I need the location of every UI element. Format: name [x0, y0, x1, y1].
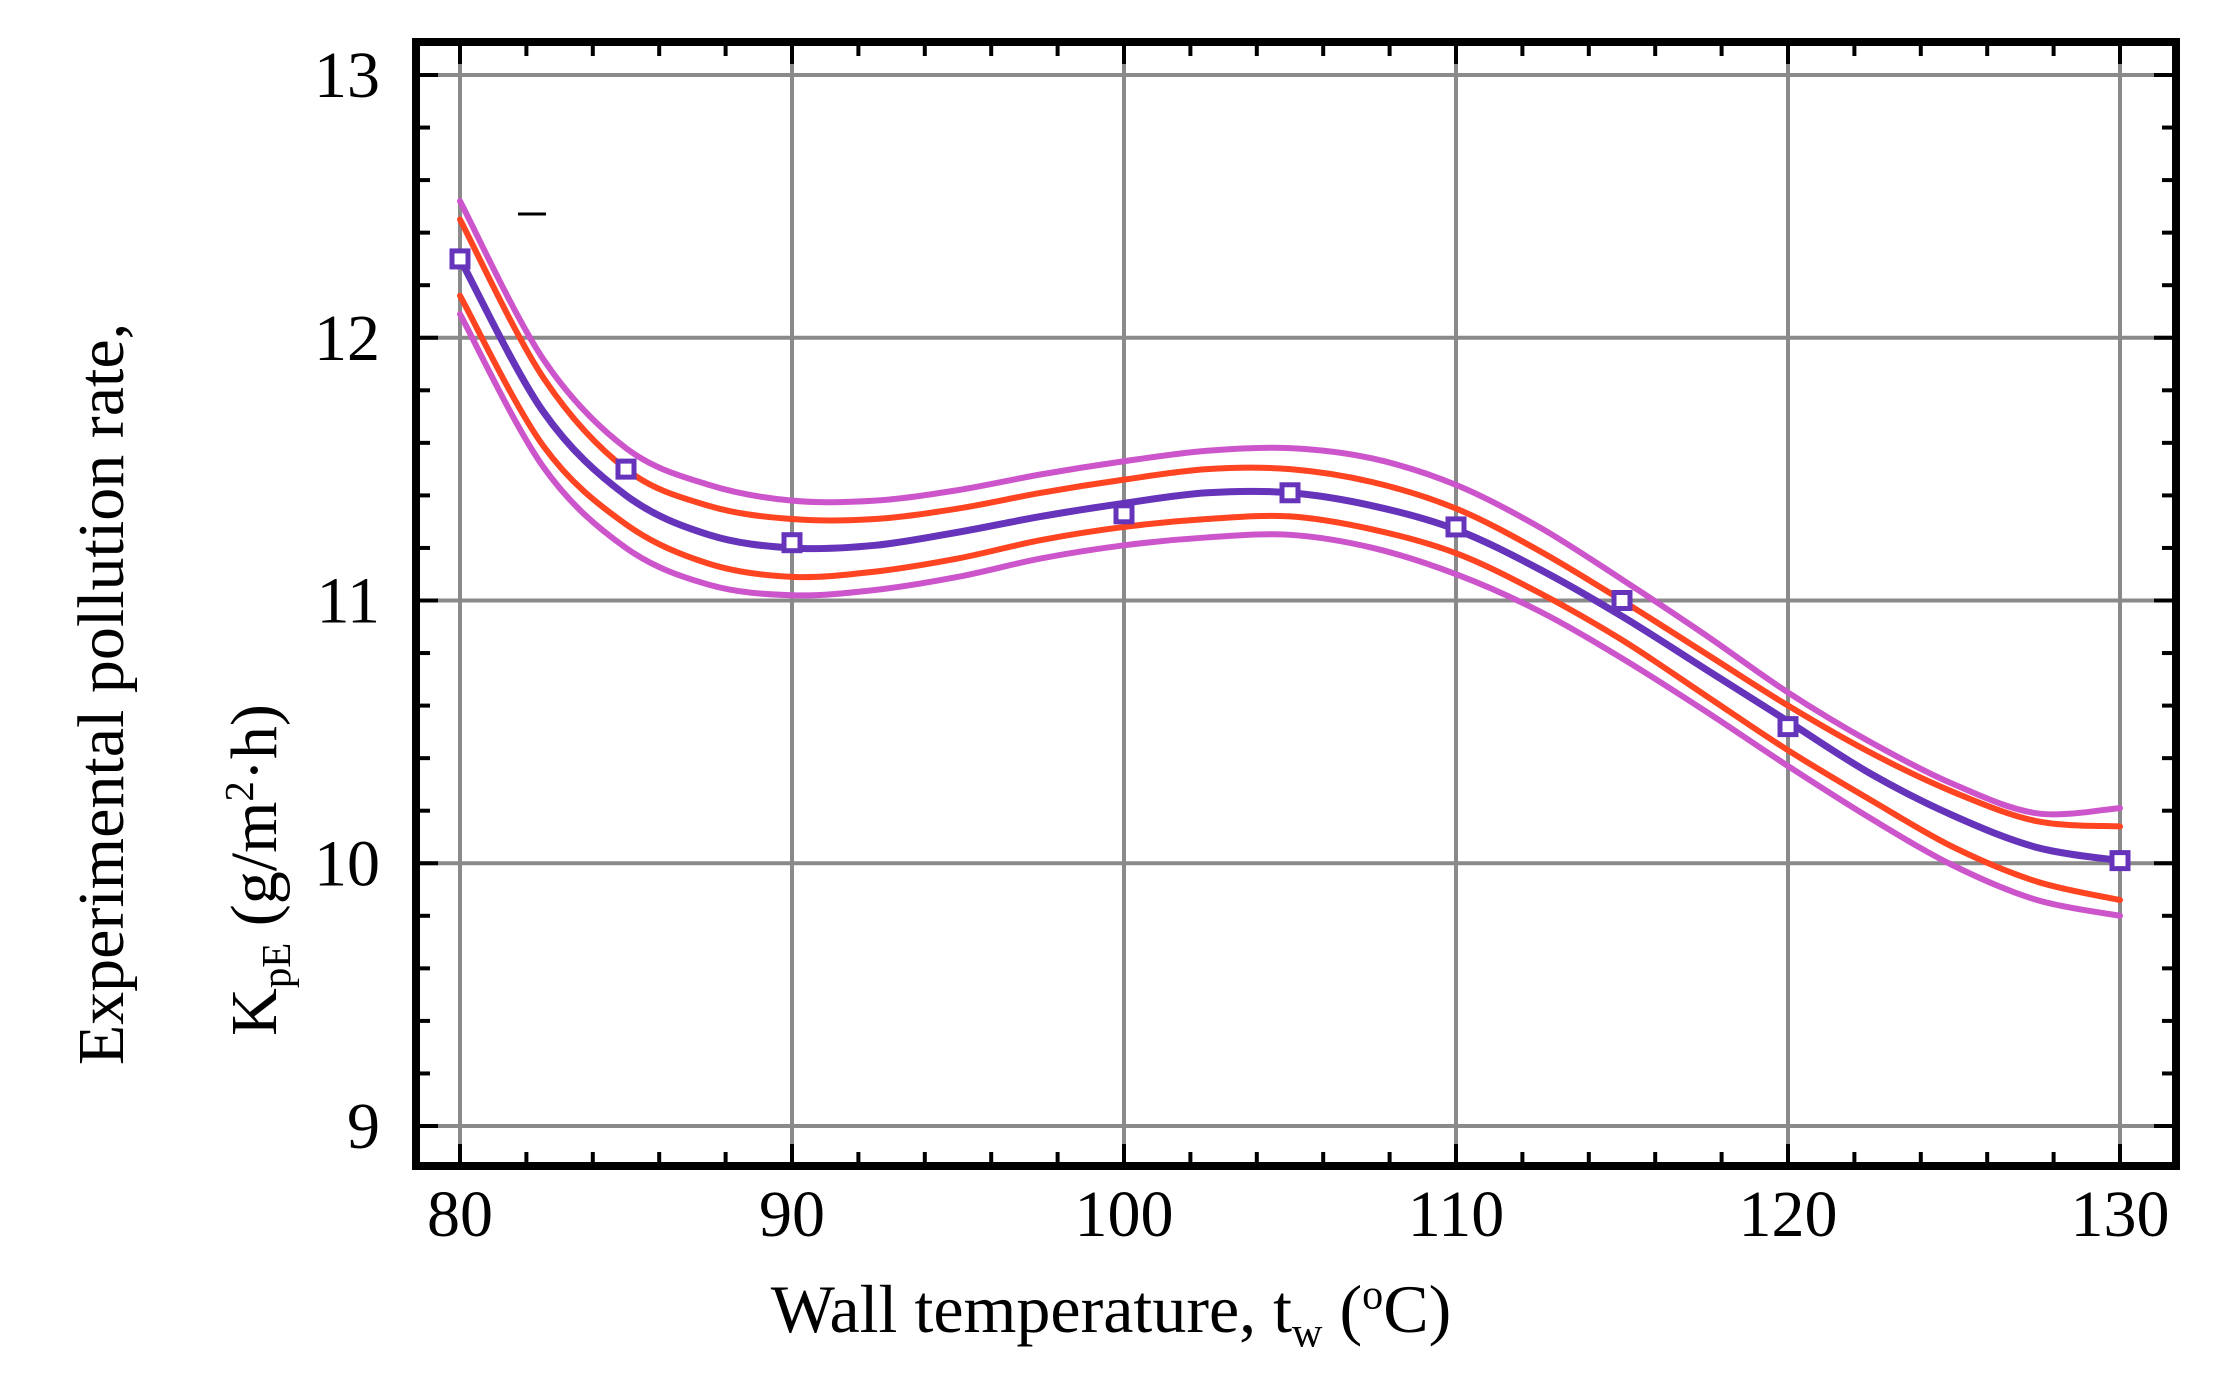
data-point-105 — [1279, 482, 1301, 504]
data-point-110 — [1445, 516, 1467, 538]
data-point-115 — [1611, 590, 1633, 611]
y-axis-title-line2: KpE (g/m2·h) — [216, 704, 300, 1036]
plot-frame — [412, 38, 2180, 1170]
y-axis-symbol-subscript: pE — [254, 942, 300, 989]
y-axis-unit-exponent: 2 — [216, 781, 262, 802]
measured-points — [449, 248, 2131, 872]
y-axis-unit-start: (g/m — [217, 801, 291, 943]
data-point-80 — [449, 248, 471, 270]
x-tick-label-90: 90 — [759, 1178, 825, 1251]
x-tick-label-130: 130 — [2071, 1178, 2170, 1251]
x-tick-label-120: 120 — [1739, 1178, 1838, 1251]
x-axis-title-main: Wall temperature, t — [770, 1271, 1293, 1347]
x-axis-title-subscript: w — [1292, 1309, 1323, 1357]
data-point-130 — [2109, 850, 2131, 872]
series-line-lower-prediction-band — [457, 311, 2123, 919]
series-lines — [456, 198, 2124, 919]
series-line-lower-confidence-band — [457, 292, 2123, 904]
data-point-90 — [781, 532, 803, 554]
grid-lines — [416, 42, 2176, 1166]
x-axis-title: Wall temperature, tw (oC) — [0, 1270, 2222, 1358]
x-axis-unit-degree: o — [1362, 1271, 1384, 1319]
y-axis-symbol: K — [217, 988, 291, 1036]
y-tick-label-9: 9 — [347, 1090, 380, 1163]
data-point-100 — [1113, 503, 1135, 525]
series-line-fitted-curve — [456, 255, 2124, 865]
y-tick-label-13: 13 — [314, 39, 380, 112]
data-point-85 — [615, 458, 637, 480]
y-axis-title-line1: Experimental pollution rate, — [65, 322, 138, 1066]
y-tick-label-11: 11 — [316, 565, 380, 638]
x-axis-unit-end: C) — [1383, 1271, 1452, 1347]
y-axis-unit-end: ·h) — [217, 704, 291, 782]
x-tick-label-100: 100 — [1075, 1178, 1174, 1251]
series-line-upper-confidence-band — [457, 216, 2123, 830]
y-tick-label-10: 10 — [314, 827, 380, 900]
x-tick-label-110: 110 — [1408, 1178, 1505, 1251]
minor-ticks — [416, 42, 2176, 1166]
data-point-120 — [1777, 716, 1799, 738]
x-axis-unit-start: ( — [1322, 1271, 1363, 1347]
x-tick-label-80: 80 — [427, 1178, 493, 1251]
tick-labels: 80 90 100 110 120 130 9 10 11 12 13 — [314, 39, 2170, 1251]
y-tick-label-12: 12 — [314, 302, 380, 375]
series-line-upper-prediction-band — [457, 198, 2123, 818]
